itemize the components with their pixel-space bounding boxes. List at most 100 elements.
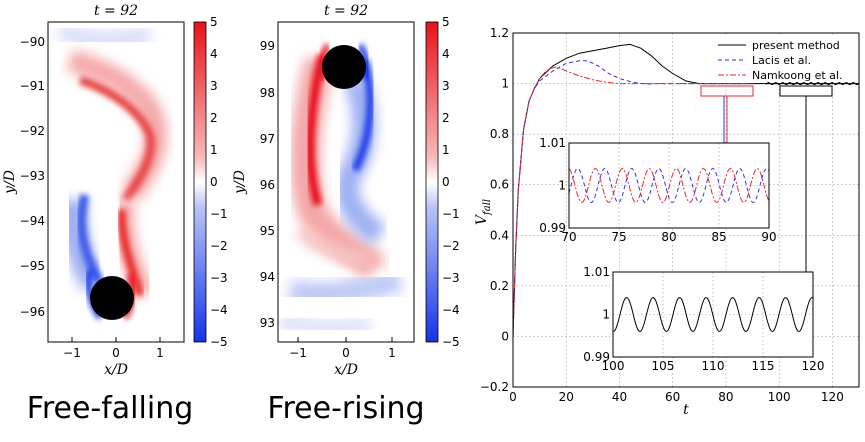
velocity-chart: 1.210.80.60.40.20−0.2 0 20 40 60 80 100 120 t … <box>474 26 860 418</box>
chart-ylabel: Vfall <box>474 199 493 225</box>
chart-ytick: 0.2 <box>490 279 509 293</box>
series-line-present-method-oscillation <box>765 82 859 86</box>
colorbar-tick: −5 <box>442 335 460 349</box>
inset-xtick: 85 <box>711 230 726 244</box>
panel1-caption: Free-falling <box>27 391 194 426</box>
chart-yticks: 1.2 1 0.8 0.6 0.4 0.2 0 −0.2 <box>480 26 509 394</box>
chart-ytick: 0.4 <box>490 228 509 242</box>
panel2-title: t = 92 <box>324 3 368 19</box>
colorbar-tick: −2 <box>442 239 460 253</box>
inset-xtick: 100 <box>602 359 625 373</box>
chart-ytick: −0.2 <box>480 380 509 394</box>
panel2-xlabel: x/D <box>334 362 358 378</box>
panel1-xlabel: x/D <box>104 362 128 378</box>
chart-xlabel: t <box>683 402 689 418</box>
inset-xtick: 80 <box>661 230 676 244</box>
colorbar-tick: −1 <box>442 207 460 221</box>
panel2-ytick: 98 <box>260 86 275 100</box>
inset-series-present-method <box>613 296 813 333</box>
inset-xtick: 90 <box>761 230 776 244</box>
chart-xtick: 40 <box>612 390 627 404</box>
panel1-colorbar-ticks: 5 4 3 2 1 0 −1 −2 −3 −4 −5 <box>210 15 228 349</box>
panel1-xtick: 1 <box>156 346 164 360</box>
inset-xtick: 75 <box>611 230 626 244</box>
panel1-ytick: −96 <box>20 305 45 319</box>
panel2-xtick: 0 <box>342 346 350 360</box>
colorbar-tick: 2 <box>442 111 450 125</box>
colorbar-tick: 3 <box>442 79 450 93</box>
rising-sphere <box>322 45 366 89</box>
panel2-caption: Free-rising <box>267 391 424 426</box>
panel2-ytick: 97 <box>260 132 275 146</box>
panel1-ytick: −91 <box>20 79 45 93</box>
chart-xticks: 0 20 40 60 80 100 120 <box>509 390 844 404</box>
colorbar-tick: 5 <box>442 15 450 29</box>
inset-xtick: 105 <box>652 359 675 373</box>
chart-xtick: 120 <box>821 390 844 404</box>
panel2-ytick: 96 <box>260 178 275 192</box>
panel1-ytick: −94 <box>20 214 45 228</box>
inset-xtick: 115 <box>752 359 775 373</box>
chart-ylabel-sub: fall <box>482 199 493 216</box>
chart-ytick: 1 <box>501 77 509 91</box>
chart-ytick: 0 <box>501 329 509 343</box>
panel1-ytick: −90 <box>20 35 45 49</box>
colorbar-tick: −3 <box>210 271 228 285</box>
legend-lacis-label: Lacis et al. <box>752 54 811 67</box>
panel2-xtick: 1 <box>388 346 396 360</box>
free-rising-panel: t = 92 −1 0 1 x/D 99 98 97 96 95 94 93 y… <box>232 3 460 426</box>
chart-xtick: 80 <box>718 390 733 404</box>
panel1-colorbar <box>193 21 207 343</box>
inset-ytick: 1.01 <box>583 265 610 279</box>
inset-series-namkoong-et-al <box>569 167 769 204</box>
panel2-vorticity-field <box>278 43 403 338</box>
inset-xtick: 110 <box>702 359 725 373</box>
colorbar-tick: 0 <box>210 175 218 189</box>
panel1-vorticity-field <box>55 22 168 320</box>
panel1-xtick: 0 <box>112 346 120 360</box>
legend-present-method-label: present method <box>752 39 840 52</box>
chart-ytick: 0.6 <box>490 178 509 192</box>
inset-xtick: 70 <box>561 230 576 244</box>
series-line-namkoong-et-al <box>513 66 753 337</box>
colorbar-tick: −3 <box>442 271 460 285</box>
colorbar-tick: 2 <box>210 111 218 125</box>
inset-70-90: 70 75 80 85 90 1.01 1 0.99 <box>539 136 776 244</box>
chart-ytick: 1.2 <box>490 26 509 40</box>
panel1-ytick: −93 <box>20 169 45 183</box>
panel1-title: t = 92 <box>94 3 138 19</box>
colorbar-tick: 1 <box>442 143 450 157</box>
inset2-ticks: 100 105 110 115 120 1.01 1 0.99 <box>583 265 824 373</box>
colorbar-tick: −1 <box>210 207 228 221</box>
panel2-ylabel: y/D <box>232 170 248 195</box>
panel2-ytick: 94 <box>260 270 275 284</box>
panel2-colorbar-ticks: 5 4 3 2 1 0 −1 −2 −3 −4 −5 <box>442 15 460 349</box>
panel1-ytick: −95 <box>20 259 45 273</box>
colorbar-tick: −5 <box>210 335 228 349</box>
inset-series-lacis-et-al <box>569 167 769 204</box>
colorbar-tick: 4 <box>210 47 218 61</box>
colorbar-tick: 3 <box>210 79 218 93</box>
inset-ytick: 1.01 <box>539 136 566 150</box>
panel2-xtick: −1 <box>289 346 307 360</box>
inset-ytick: 1 <box>558 179 566 193</box>
inset-ytick: 0.99 <box>583 350 610 364</box>
chart-series <box>513 43 859 337</box>
panel2-ytick: 95 <box>260 224 275 238</box>
colorbar-tick: 0 <box>442 175 450 189</box>
free-falling-panel: t = 92 −1 0 1 x/D −90 −91 −92 −93 −94 −9… <box>2 3 228 426</box>
chart-xtick: 0 <box>509 390 517 404</box>
inset-xtick: 120 <box>802 359 825 373</box>
chart-ylabel-v: V <box>474 213 490 225</box>
chart-legend: present method Lacis et al. Namkoong et … <box>714 36 856 82</box>
colorbar-tick: −4 <box>210 303 228 317</box>
inset1-series <box>569 167 769 204</box>
legend-namkoong-label: Namkoong et al. <box>752 69 842 82</box>
colorbar-tick: 5 <box>210 15 218 29</box>
inset1-ticks: 70 75 80 85 90 1.01 1 0.99 <box>539 136 776 244</box>
inset-100-120: 100 105 110 115 120 1.01 1 0.99 <box>583 265 824 373</box>
panel1-xtick: −1 <box>63 346 81 360</box>
chart-xtick: 20 <box>559 390 574 404</box>
panel2-colorbar <box>425 21 439 343</box>
